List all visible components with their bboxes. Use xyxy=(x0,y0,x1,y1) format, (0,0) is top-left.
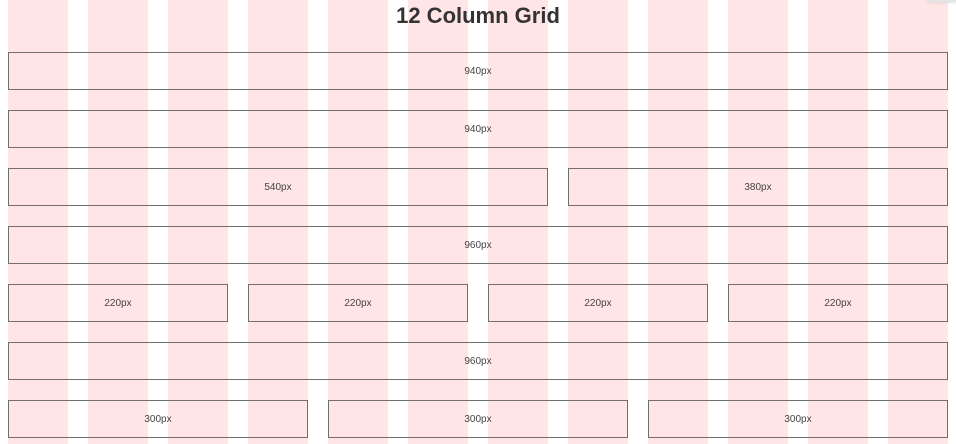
column-guide xyxy=(648,0,708,444)
grid-box-row5-col2: 220px xyxy=(248,284,468,322)
column-guide xyxy=(888,0,948,444)
column-guide xyxy=(728,0,788,444)
grid-box-row5-col1: 220px xyxy=(8,284,228,322)
grid-box-row3-right: 380px xyxy=(568,168,948,206)
page-corner-curl xyxy=(926,0,956,2)
column-guide xyxy=(168,0,228,444)
column-guide xyxy=(408,0,468,444)
column-guide xyxy=(88,0,148,444)
grid-box-row2: 940px xyxy=(8,110,948,148)
grid-box-row5-col3: 220px xyxy=(488,284,708,322)
column-guide xyxy=(8,0,68,444)
grid-box-row7-col1: 300px xyxy=(8,400,308,438)
column-guide xyxy=(328,0,388,444)
grid-box-row6: 960px xyxy=(8,342,948,380)
grid-box-row7-col2: 300px xyxy=(328,400,628,438)
column-guide xyxy=(808,0,868,444)
grid-box-row5-col4: 220px xyxy=(728,284,948,322)
page-title: 12 Column Grid xyxy=(396,3,560,28)
column-guide xyxy=(248,0,308,444)
grid-box-row3-left: 540px xyxy=(8,168,548,206)
grid-box-row7-col3: 300px xyxy=(648,400,948,438)
column-guide xyxy=(568,0,628,444)
grid-box-row1: 940px xyxy=(8,52,948,90)
grid-box-row4: 960px xyxy=(8,226,948,264)
column-guide xyxy=(488,0,548,444)
